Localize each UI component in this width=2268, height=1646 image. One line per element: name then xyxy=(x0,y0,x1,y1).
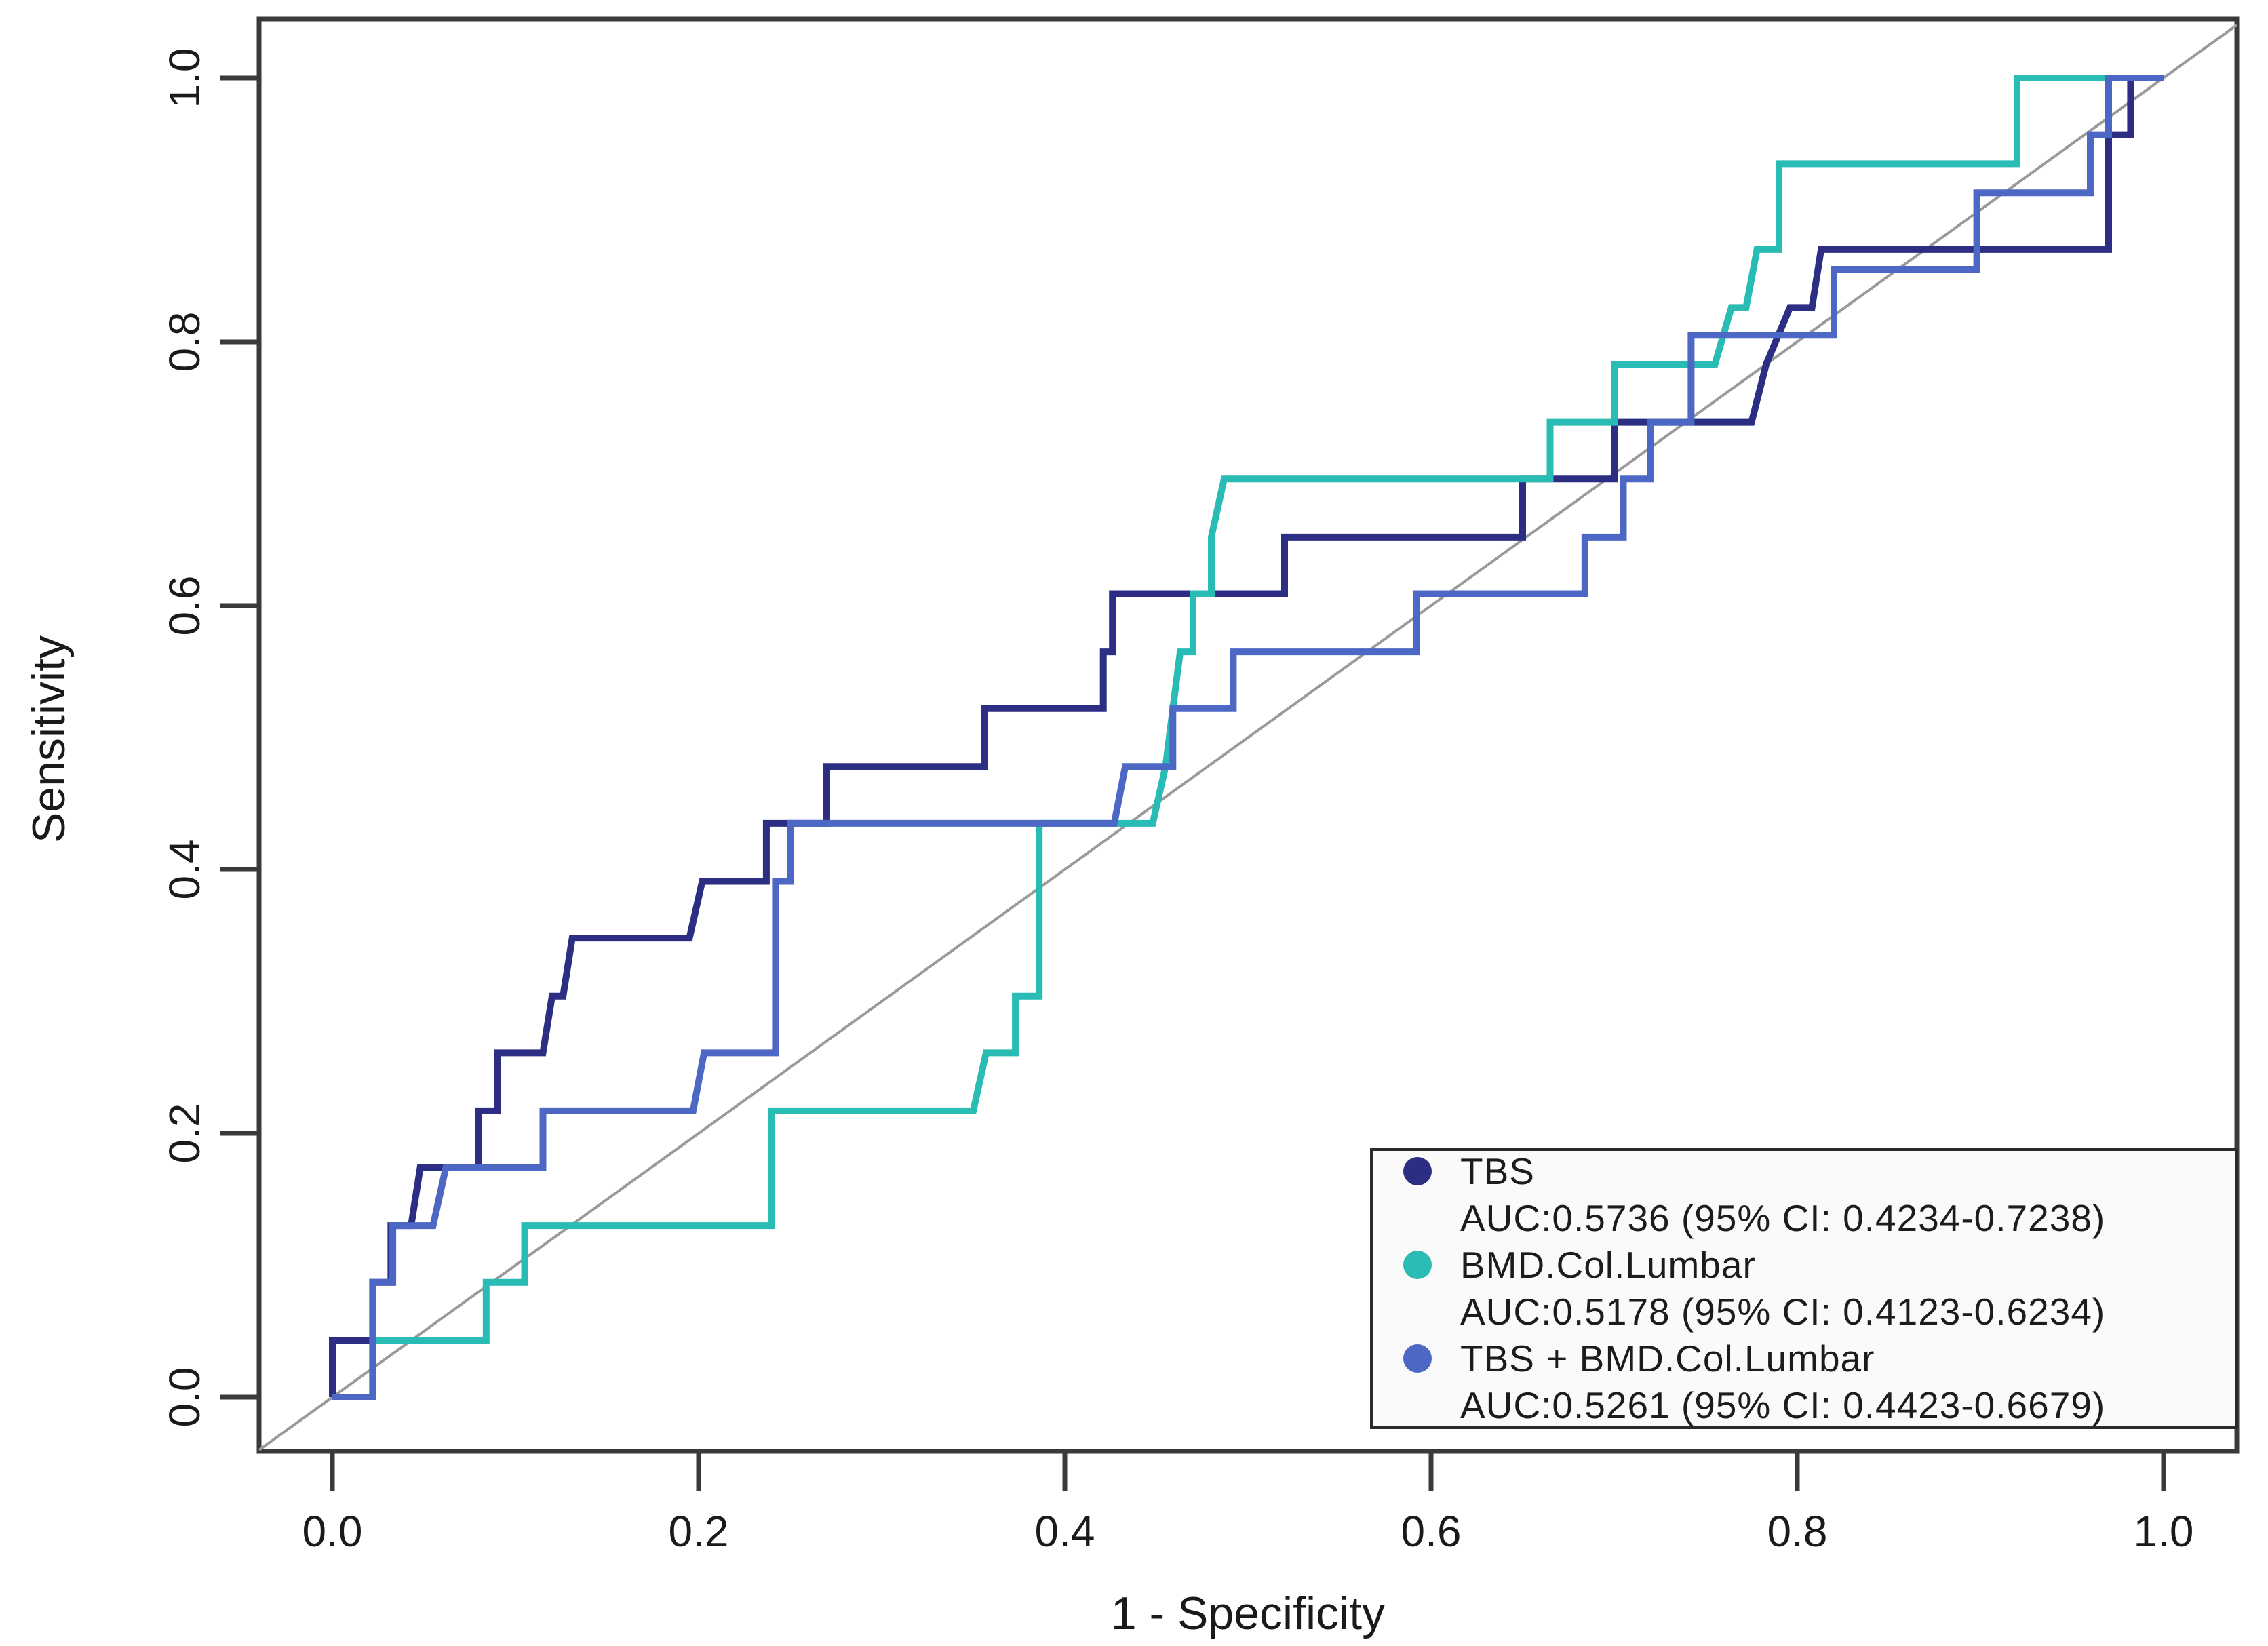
x-tick-label: 1.0 xyxy=(2134,1507,2194,1556)
legend-series-name: TBS xyxy=(1460,1150,1535,1192)
roc-curve-tbs-bmd-col-lumbar xyxy=(332,75,2164,1400)
roc-curve-bmd-col-lumbar xyxy=(332,75,2164,1400)
legend-series-name: BMD.Col.Lumbar xyxy=(1460,1243,1756,1286)
y-tick-label: 1.0 xyxy=(160,48,209,109)
legend-auc-value: AUC:0.5736 (95% CI: 0.4234-0.7238) xyxy=(1460,1196,2106,1239)
y-axis-ticks: 0.0 0.2 0.4 0.6 0.8 1.0 xyxy=(160,48,259,1428)
x-axis-ticks: 0.0 0.2 0.4 0.6 0.8 1.0 xyxy=(302,1451,2194,1556)
y-tick-label: 0.4 xyxy=(160,840,209,900)
x-axis-title: 1 - Specificity xyxy=(1111,1588,1385,1639)
bmd-series-dot-icon xyxy=(1403,1251,1432,1279)
legend-auc-value: AUC:0.5178 (95% CI: 0.4123-0.6234) xyxy=(1460,1290,2106,1333)
x-tick-label: 0.6 xyxy=(1401,1507,1462,1556)
tbs-bmd-series-dot-icon xyxy=(1403,1344,1432,1373)
legend-spacer xyxy=(1403,1391,1432,1419)
reference-diagonal-line xyxy=(258,24,2238,1451)
roc-curves xyxy=(329,75,2164,1400)
y-axis-title: Sensitivity xyxy=(23,635,75,843)
legend-entry-tbs-bmd: TBS + BMD.Col.Lumbar AUC:0.5261 (95% CI:… xyxy=(1373,1335,2235,1429)
legend-spacer xyxy=(1403,1204,1432,1232)
legend-series-name: TBS + BMD.Col.Lumbar xyxy=(1460,1337,1875,1379)
x-tick-label: 0.2 xyxy=(669,1507,729,1556)
roc-curve-tbs xyxy=(329,75,2164,1397)
y-tick-label: 0.8 xyxy=(160,312,209,372)
plot-frame xyxy=(256,16,2240,1454)
legend-spacer xyxy=(1403,1297,1432,1326)
y-tick-label: 0.0 xyxy=(160,1367,209,1428)
y-tick-label: 0.2 xyxy=(160,1103,209,1164)
legend-box: TBS AUC:0.5736 (95% CI: 0.4234-0.7238) B… xyxy=(1370,1148,2238,1429)
legend-auc-value: AUC:0.5261 (95% CI: 0.4423-0.6679) xyxy=(1460,1384,2106,1426)
x-tick-label: 0.4 xyxy=(1035,1507,1095,1556)
y-tick-label: 0.6 xyxy=(160,576,209,636)
tbs-series-dot-icon xyxy=(1403,1157,1432,1185)
x-tick-label: 0.0 xyxy=(302,1507,363,1556)
x-tick-label: 0.8 xyxy=(1767,1507,1828,1556)
legend-entry-bmd: BMD.Col.Lumbar AUC:0.5178 (95% CI: 0.412… xyxy=(1373,1242,2235,1335)
legend-entry-tbs: TBS AUC:0.5736 (95% CI: 0.4234-0.7238) xyxy=(1373,1148,2235,1242)
